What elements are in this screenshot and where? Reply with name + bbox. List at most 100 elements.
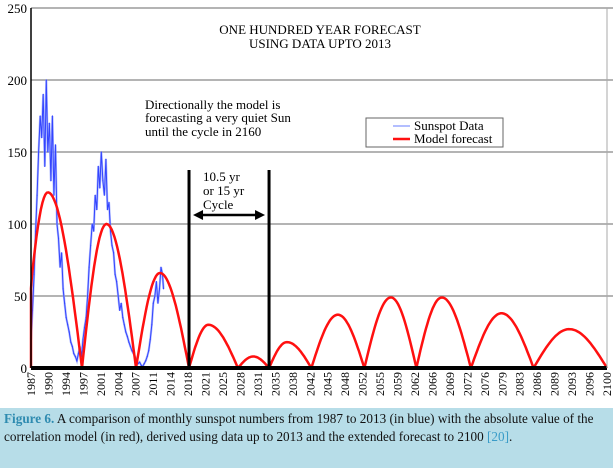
sunspot-data-point: [114, 273, 116, 275]
sunspot-data-point: [76, 360, 78, 362]
x-tick-label-2093: 2093: [565, 372, 579, 396]
sunspot-data-point: [162, 288, 165, 290]
sunspot-data-point: [70, 341, 72, 343]
x-tick-label-2055: 2055: [373, 372, 387, 396]
sunspot-data-point: [154, 295, 156, 297]
x-tick-label-1997: 1997: [76, 372, 90, 396]
sunspot-data-point: [155, 281, 157, 283]
sunspot-data-point: [96, 209, 98, 211]
x-tick-label-2089: 2089: [548, 372, 562, 396]
gridlines: [31, 7, 613, 297]
sunspot-data-point: [100, 151, 102, 153]
x-tick-label-2025: 2025: [216, 372, 230, 396]
annotation-quiet-sun-line-3: until the cycle in 2160: [145, 124, 261, 139]
x-tick-label-2045: 2045: [321, 372, 335, 396]
caption-end: .: [509, 429, 513, 444]
x-tick-label-2076: 2076: [478, 372, 492, 396]
sunspot-data-point: [53, 194, 55, 196]
chart-title: ONE HUNDRED YEAR FORECAST: [219, 22, 420, 37]
sunspot-data-point: [116, 281, 118, 283]
sunspot-data-line: [30, 79, 164, 368]
sunspot-data-point: [56, 223, 58, 225]
x-tick-label-2018: 2018: [181, 372, 195, 396]
sunspot-data-point: [149, 338, 151, 340]
model-forecast-arch-7: [310, 313, 366, 369]
sunspot-data-point: [97, 165, 99, 167]
x-tick-label-1994: 1994: [59, 372, 73, 396]
model-forecast-arch-8: [363, 296, 418, 369]
sunspot-data-point: [103, 194, 106, 196]
x-tick-label-2048: 2048: [338, 372, 352, 396]
sunspot-data-point: [123, 324, 125, 326]
legend-label-sunspot: Sunspot Data: [414, 118, 484, 133]
sunspot-data-point: [146, 355, 148, 358]
y-tick-label-0: 0: [21, 361, 28, 376]
model-forecast-arch-1: [29, 191, 84, 369]
sunspot-data-point: [105, 158, 107, 160]
sunspot-data-point: [67, 324, 69, 326]
sunspot-data-point: [39, 115, 41, 117]
annotations: ONE HUNDRED YEAR FORECAST USING DATA UPT…: [145, 22, 421, 368]
sunspot-data-point: [131, 350, 133, 352]
model-forecast-arch-10: [469, 312, 535, 369]
sunspot-data-point: [64, 302, 66, 304]
sunspot-data-point: [148, 350, 150, 352]
sunspot-data-point: [34, 230, 37, 232]
sunspot-data-point: [44, 165, 46, 167]
sunspot-data-point: [111, 245, 113, 247]
sunspot-data-point: [117, 295, 119, 297]
chart-subtitle: USING DATA UPTO 2013: [249, 36, 391, 51]
sunspot-data-point: [151, 324, 153, 326]
x-tick-label-2066: 2066: [425, 372, 439, 396]
x-tick-label-2021: 2021: [199, 372, 213, 396]
caption-reference-link[interactable]: [20]: [487, 429, 510, 444]
sunspot-data-point: [48, 122, 50, 124]
x-tick-label-2014: 2014: [164, 372, 178, 396]
cycle-arrow-left-head: [193, 210, 204, 220]
sunspot-data-point: [138, 361, 141, 363]
x-tick-label-2031: 2031: [251, 372, 265, 396]
x-tick-label-1990: 1990: [41, 372, 55, 396]
x-tick-label-2004: 2004: [111, 372, 125, 396]
sunspot-data-point: [36, 194, 38, 196]
sunspot-data-point: [91, 223, 93, 225]
x-tick-label-2069: 2069: [443, 372, 457, 396]
sunspot-data-point: [143, 363, 145, 365]
figure-label: Figure 6.: [4, 411, 55, 426]
x-tick-label-2079: 2079: [495, 372, 509, 396]
sunspot-data-point: [62, 288, 64, 290]
x-tick-label-2062: 2062: [408, 372, 422, 396]
sunspot-data-point: [83, 327, 86, 329]
annotation-cycle-line-2: or 15 yr: [203, 183, 245, 198]
x-tick-label-2038: 2038: [286, 372, 300, 396]
cycle-arrow-right-head: [255, 210, 266, 220]
sunspot-data-point: [47, 151, 49, 153]
model-forecast-arch-11: [532, 327, 609, 369]
sunspot-data-point: [50, 180, 52, 182]
sunspot-data-point: [145, 360, 147, 362]
caption-text: A comparison of monthly sunspot numbers …: [4, 411, 594, 444]
sunspot-data-point: [45, 79, 47, 81]
sunspot-data-point: [57, 237, 60, 239]
x-tick-label-2083: 2083: [513, 372, 527, 396]
sunspot-data-point: [99, 187, 101, 189]
x-tick-label-2042: 2042: [303, 372, 317, 396]
model-forecast-arch-6: [267, 340, 313, 369]
x-axis-ticks: 1987 1990 1994 1997 2001 2004 2007 2011 2014 2018…: [24, 372, 613, 396]
sunspot-data-point: [129, 345, 131, 347]
annotation-cycle-line-1: 10.5 yr: [203, 169, 241, 184]
figure-caption: Figure 6. A comparison of monthly sunspo…: [0, 408, 613, 468]
sunspot-data-point: [33, 273, 35, 275]
sunspot-data-point: [140, 364, 142, 366]
sunspot-data-point: [60, 252, 63, 254]
x-tick-label-1987: 1987: [24, 372, 38, 396]
sunspot-data-point: [59, 266, 61, 268]
x-tick-label-2007: 2007: [129, 372, 143, 396]
sunspot-data-point: [109, 230, 112, 232]
annotation-cycle-line-3: Cycle: [203, 197, 234, 212]
sunspot-data-point: [102, 180, 104, 182]
model-forecast-arch-2: [80, 222, 138, 369]
x-tick-label-2028: 2028: [233, 372, 247, 396]
sunspot-data-point: [120, 302, 122, 304]
sunspot-data-point: [108, 201, 110, 203]
